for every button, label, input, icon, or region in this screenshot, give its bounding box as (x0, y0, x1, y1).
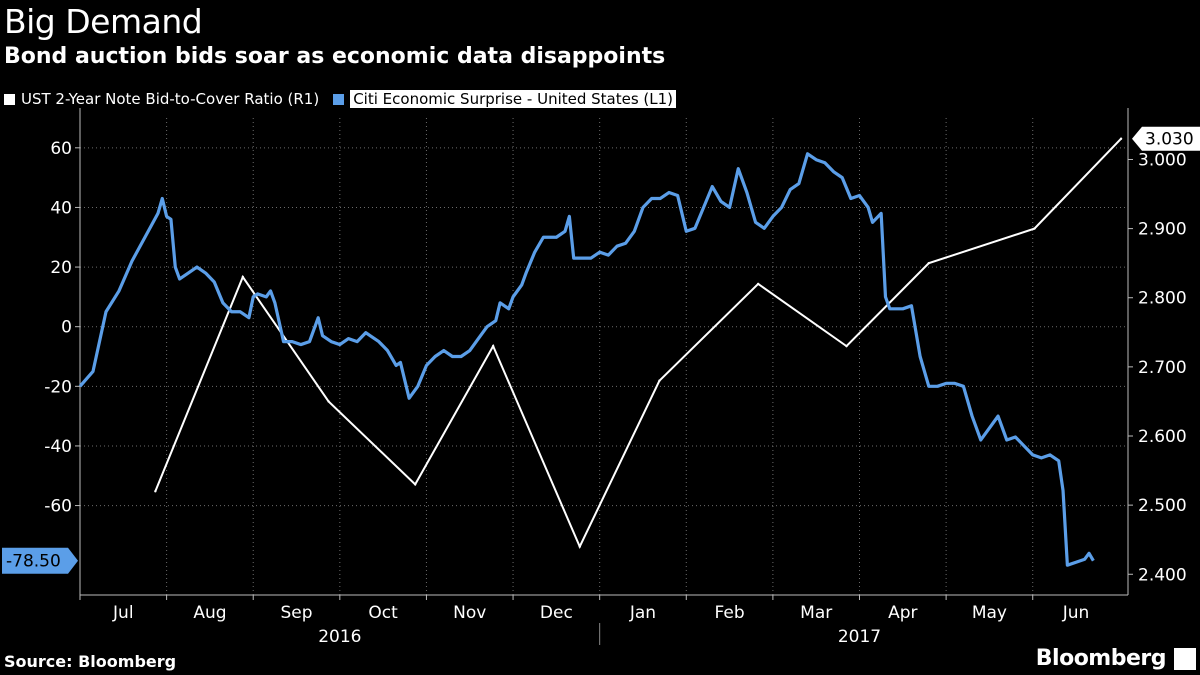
month-label: May (972, 603, 1007, 623)
right-tick-label: 2.600 (1138, 427, 1187, 447)
month-label: Dec (540, 603, 573, 623)
right-tick-label: 3.000 (1138, 150, 1187, 170)
last-value-label-left: -78.50 (6, 552, 61, 572)
right-tick-label: 2.400 (1138, 565, 1187, 585)
legend-item-bid-to-cover[interactable]: UST 2-Year Note Bid-to-Cover Ratio (R1) (4, 90, 319, 108)
left-tick-label: -60 (44, 497, 72, 517)
left-tick-label: 20 (50, 258, 72, 278)
last-value-label-right: 3.030 (1145, 130, 1194, 150)
bid-to-cover-point-11 (1119, 137, 1123, 140)
left-tick-label: 0 (61, 318, 72, 338)
bid-to-cover-point-7 (756, 282, 760, 286)
month-label: Jan (629, 603, 656, 623)
month-label: Jun (1062, 603, 1090, 623)
bid-to-cover-point-3 (413, 483, 417, 486)
bid-to-cover-point-6 (658, 379, 661, 382)
series-line-bid-to-cover (154, 138, 1122, 550)
bloomberg-terminal-icon (1174, 648, 1196, 670)
month-label: Jul (112, 603, 134, 623)
left-tick-label: 40 (50, 198, 72, 218)
chart-subtitle: Bond auction bids soar as economic data … (4, 44, 666, 69)
bid-to-cover-point-1 (241, 275, 245, 279)
legend-item-citi-surprise[interactable]: Citi Economic Surprise - United States (… (333, 90, 677, 108)
month-label: Nov (453, 603, 486, 623)
bid-to-cover-point-0 (154, 490, 157, 493)
source-note: Source: Bloomberg (4, 652, 177, 671)
bloomberg-logo-text: Bloomberg (1035, 646, 1167, 671)
bid-to-cover-point-5 (578, 545, 581, 548)
bid-to-cover-point-9 (927, 261, 930, 265)
left-tick-label: -40 (44, 437, 72, 457)
legend-label-bid-to-cover: UST 2-Year Note Bid-to-Cover Ratio (R1) (21, 90, 320, 108)
legend-swatch-bid-to-cover (4, 93, 15, 105)
bid-to-cover-point-4 (491, 344, 495, 348)
month-label: Feb (715, 603, 745, 623)
legend-label-citi-surprise: Citi Economic Surprise - United States (… (350, 90, 677, 108)
right-tick-label: 2.800 (1138, 289, 1187, 309)
legend: UST 2-Year Note Bid-to-Cover Ratio (R1) … (4, 90, 690, 108)
bid-to-cover-point-2 (327, 400, 330, 403)
left-tick-label: -20 (44, 377, 72, 397)
last-value-tag-right (1132, 126, 1200, 151)
month-label: Aug (193, 603, 226, 623)
right-tick-label: 2.500 (1138, 496, 1187, 516)
left-tick-label: 60 (50, 139, 72, 159)
month-label: Apr (888, 603, 917, 623)
bid-to-cover-point-8 (845, 344, 848, 348)
right-tick-label: 2.700 (1138, 358, 1187, 378)
legend-swatch-citi-surprise (333, 93, 345, 105)
chart-title: Big Demand (4, 2, 203, 41)
last-value-tag-left (2, 547, 78, 574)
month-label: Sep (281, 603, 313, 623)
year-label: 2017 (838, 627, 881, 647)
series-line-citi-surprise (78, 152, 1095, 567)
bid-to-cover-point-10 (1033, 227, 1036, 230)
year-label: 2016 (318, 627, 361, 647)
month-label: Oct (368, 603, 398, 623)
month-label: Mar (800, 603, 832, 623)
right-tick-label: 2.900 (1138, 220, 1187, 240)
